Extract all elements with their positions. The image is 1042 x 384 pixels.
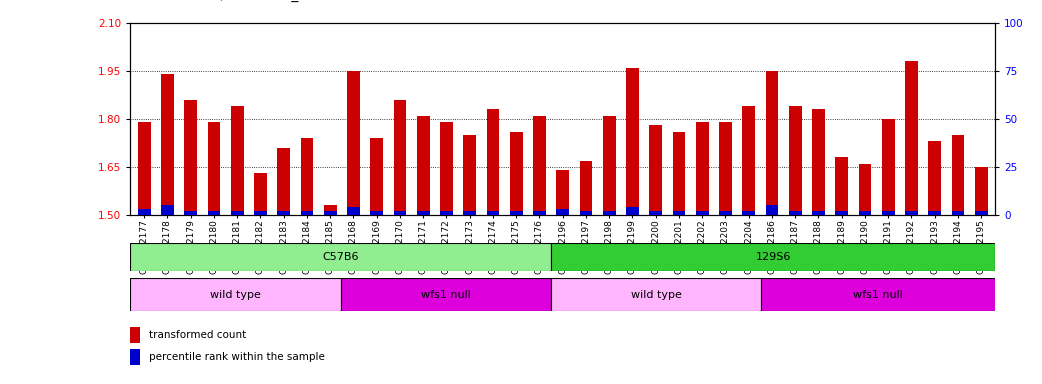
- Bar: [696, 122, 709, 215]
- Bar: [534, 116, 546, 215]
- Bar: [464, 135, 476, 215]
- Text: C57B6: C57B6: [322, 252, 358, 262]
- Bar: [551, 278, 762, 311]
- Bar: [464, 211, 476, 215]
- Bar: [719, 211, 731, 215]
- Bar: [324, 205, 337, 215]
- Bar: [672, 132, 686, 215]
- Bar: [812, 211, 825, 215]
- Bar: [277, 211, 290, 215]
- Bar: [207, 211, 220, 215]
- Bar: [417, 116, 429, 215]
- Bar: [762, 278, 995, 311]
- Bar: [138, 122, 151, 215]
- Bar: [626, 207, 639, 215]
- Bar: [766, 205, 778, 215]
- Bar: [347, 207, 359, 215]
- Bar: [230, 211, 244, 215]
- Bar: [579, 211, 592, 215]
- Bar: [789, 211, 801, 215]
- Bar: [742, 106, 755, 215]
- Bar: [394, 211, 406, 215]
- Bar: [277, 148, 290, 215]
- Bar: [440, 122, 453, 215]
- Bar: [672, 211, 686, 215]
- Bar: [836, 211, 848, 215]
- Bar: [487, 109, 499, 215]
- Bar: [300, 211, 314, 215]
- Bar: [696, 211, 709, 215]
- Bar: [556, 209, 569, 215]
- Text: percentile rank within the sample: percentile rank within the sample: [149, 352, 324, 362]
- Bar: [230, 106, 244, 215]
- Bar: [162, 74, 174, 215]
- Bar: [347, 71, 359, 215]
- Bar: [649, 126, 662, 215]
- Bar: [719, 122, 731, 215]
- Bar: [766, 71, 778, 215]
- Bar: [440, 211, 453, 215]
- Bar: [602, 116, 616, 215]
- Text: transformed count: transformed count: [149, 331, 246, 341]
- Text: 129S6: 129S6: [755, 252, 791, 262]
- Text: GDS3647 / 1453679_at: GDS3647 / 1453679_at: [151, 0, 313, 2]
- Bar: [207, 122, 220, 215]
- Bar: [184, 211, 197, 215]
- Bar: [882, 119, 895, 215]
- Bar: [138, 209, 151, 215]
- Bar: [602, 211, 616, 215]
- Bar: [928, 141, 941, 215]
- Bar: [130, 327, 141, 343]
- Bar: [951, 211, 964, 215]
- Bar: [836, 157, 848, 215]
- Bar: [394, 100, 406, 215]
- Bar: [789, 106, 801, 215]
- Bar: [370, 211, 383, 215]
- Bar: [974, 167, 988, 215]
- Bar: [510, 211, 523, 215]
- Bar: [974, 211, 988, 215]
- Bar: [487, 211, 499, 215]
- Bar: [370, 138, 383, 215]
- Bar: [812, 109, 825, 215]
- Bar: [859, 164, 871, 215]
- Bar: [859, 211, 871, 215]
- Bar: [928, 211, 941, 215]
- Bar: [551, 243, 995, 271]
- Bar: [556, 170, 569, 215]
- Text: wfs1 null: wfs1 null: [421, 290, 471, 300]
- Bar: [905, 211, 918, 215]
- Bar: [130, 349, 141, 365]
- Bar: [184, 100, 197, 215]
- Bar: [162, 205, 174, 215]
- Bar: [742, 211, 755, 215]
- Bar: [254, 211, 267, 215]
- Bar: [626, 68, 639, 215]
- Bar: [649, 211, 662, 215]
- Text: wild type: wild type: [210, 290, 260, 300]
- Bar: [130, 243, 551, 271]
- Bar: [579, 161, 592, 215]
- Bar: [300, 138, 314, 215]
- Text: wfs1 null: wfs1 null: [853, 290, 903, 300]
- Bar: [951, 135, 964, 215]
- Bar: [510, 132, 523, 215]
- Bar: [534, 211, 546, 215]
- Bar: [341, 278, 551, 311]
- Bar: [254, 174, 267, 215]
- Bar: [324, 211, 337, 215]
- Bar: [417, 211, 429, 215]
- Bar: [905, 61, 918, 215]
- Text: wild type: wild type: [630, 290, 681, 300]
- Bar: [130, 278, 341, 311]
- Bar: [882, 211, 895, 215]
